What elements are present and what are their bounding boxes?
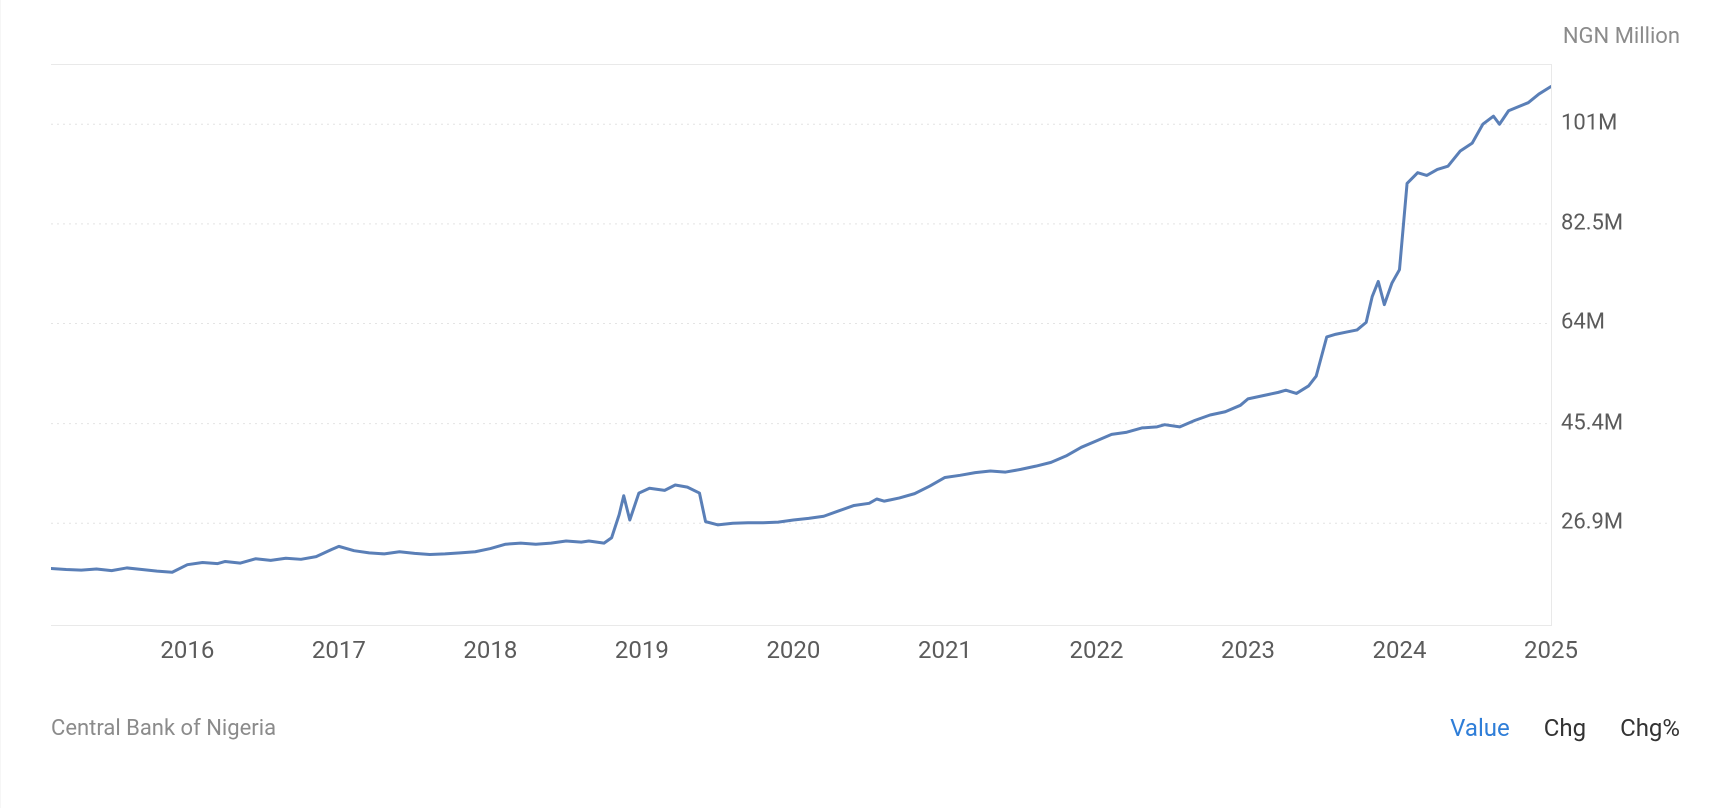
series-money-supply — [51, 87, 1551, 573]
x-tick-label: 2020 — [766, 636, 820, 664]
tab-chg-pct[interactable]: Chg% — [1620, 714, 1680, 742]
unit-label: NGN Million — [1563, 24, 1680, 49]
tab-value[interactable]: Value — [1450, 714, 1510, 742]
y-tick-label: 26.9M — [1561, 510, 1623, 535]
x-tick-label: 2016 — [160, 636, 214, 664]
x-tick-label: 2025 — [1524, 636, 1578, 664]
x-tick-label: 2021 — [918, 636, 972, 664]
y-tick-label: 64M — [1561, 310, 1605, 335]
y-tick-label: 82.5M — [1561, 210, 1623, 235]
source-label: Central Bank of Nigeria — [51, 716, 276, 741]
chart-svg — [51, 65, 1551, 625]
y-tick-label: 101M — [1561, 111, 1617, 136]
y-tick-label: 45.4M — [1561, 410, 1623, 435]
metric-tabs: Value Chg Chg% — [1450, 714, 1680, 742]
x-tick-label: 2024 — [1373, 636, 1427, 664]
x-tick-label: 2018 — [463, 636, 517, 664]
x-tick-label: 2017 — [312, 636, 366, 664]
tab-chg[interactable]: Chg — [1544, 714, 1586, 742]
plot-area[interactable] — [51, 64, 1552, 626]
chart-container: NGN Million 26.9M 45.4M 64M 82.5M 101M 2016 2… — [0, 0, 1716, 808]
chart-footer: Central Bank of Nigeria Value Chg Chg% — [51, 714, 1680, 742]
x-tick-label: 2023 — [1221, 636, 1275, 664]
x-tick-label: 2022 — [1069, 636, 1123, 664]
x-tick-label: 2019 — [615, 636, 669, 664]
